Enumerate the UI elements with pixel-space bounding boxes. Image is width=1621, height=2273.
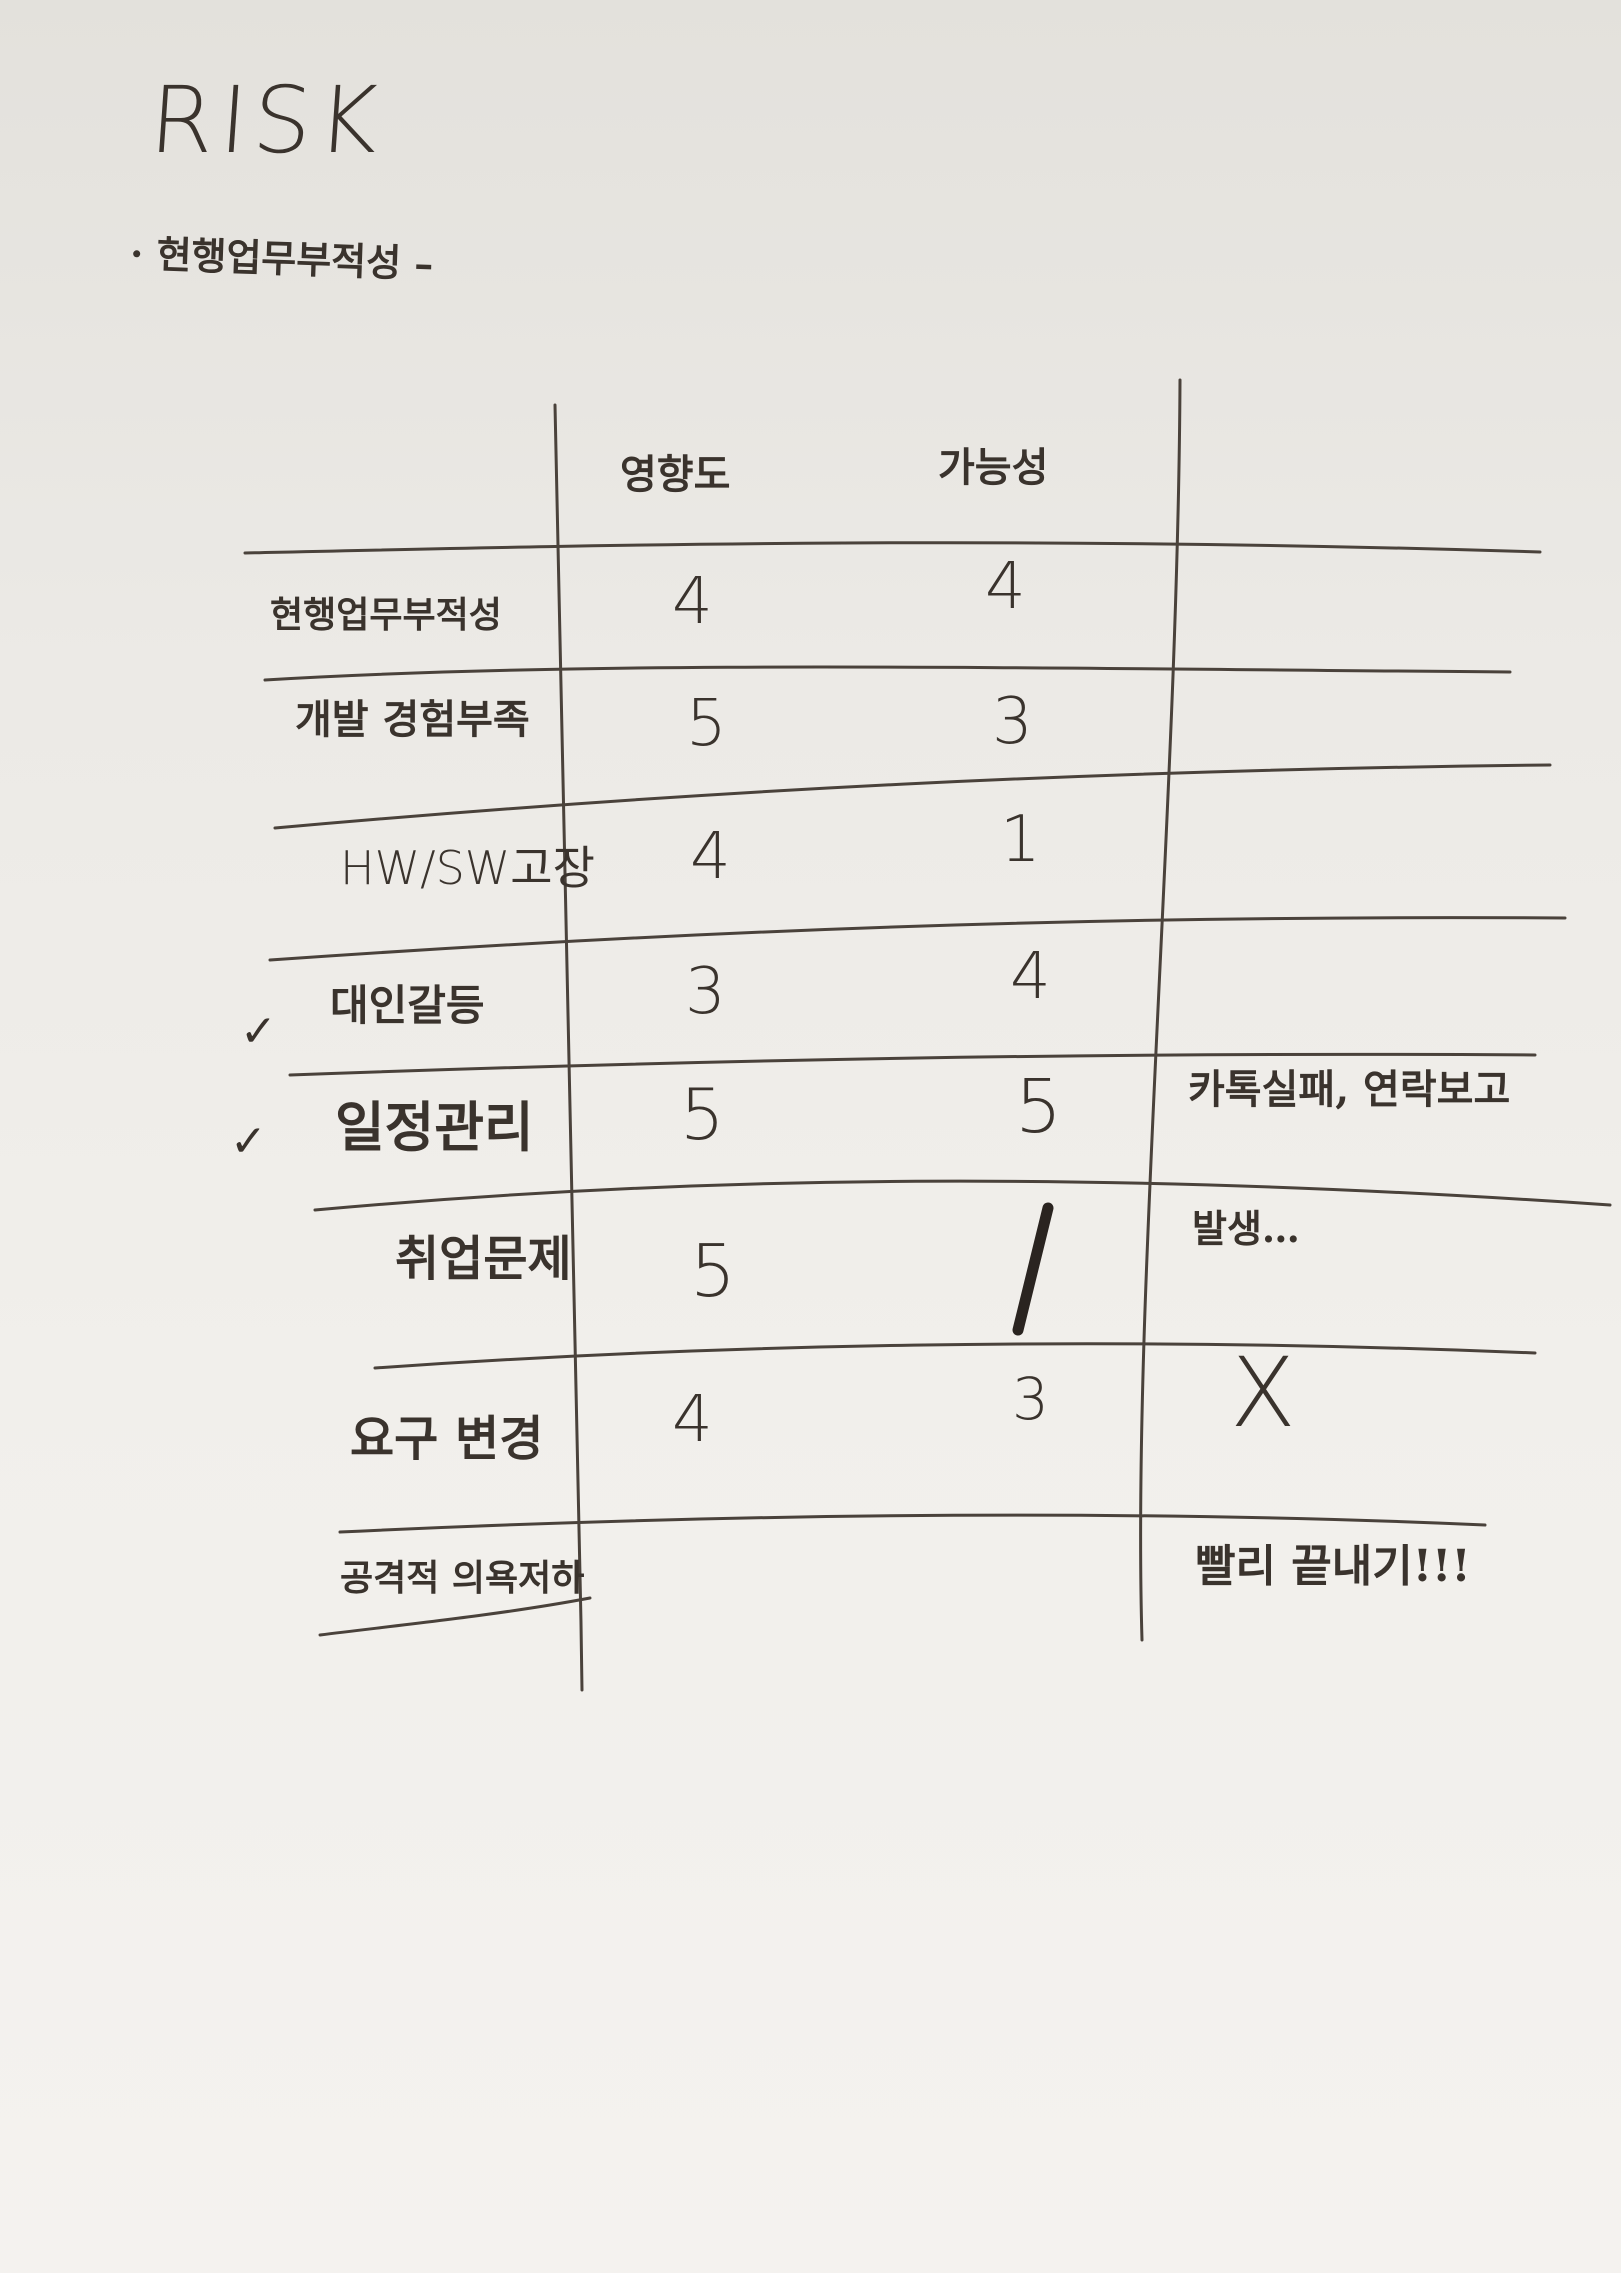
grid-vline-right [1139,378,1182,1642]
probability-value: 4 [985,550,1026,624]
grid-hline-header [243,541,1542,555]
probability-value: 1 [1035,1205,1036,1206]
impact-value: 4 [672,565,713,639]
probability-value: 1 [1000,803,1041,877]
impact-value: 3 [685,955,726,1029]
grid-vline-left [553,403,584,1692]
grid-hline-8 [318,1596,592,1637]
subtitle: · 현행업무부적성 – [129,230,435,287]
impact-value: 5 [686,687,727,761]
col-header-probability: 가능성 [938,444,1049,491]
grid-hline-5 [313,1179,1612,1212]
impact-value: 5 [690,1229,736,1313]
row-label: 취업문제 [395,1231,572,1287]
grid-hline-2 [273,763,1552,830]
row-label: 개발 경험부족 [295,696,530,743]
row-label: HW/SW고장 [340,841,595,895]
row-label: 현행업무부적성 [270,594,502,636]
probability-heavy-stroke [1012,1202,1054,1336]
impact-value: 4 [690,820,731,894]
impact-value: 5 [680,1074,725,1156]
probability-value: 4 [1010,940,1051,1014]
probability-value: 5 [1015,1064,1063,1150]
col-header-impact: 영향도 [620,451,731,498]
check-mark-icon: ✓ [230,1116,267,1167]
row-note: 카톡실패, 연락보고 [1188,1066,1511,1113]
row-label: 요구 변경 [350,1411,544,1467]
row-note: 발생… [1192,1206,1300,1251]
grid-hline-7 [338,1513,1487,1534]
check-mark-icon: ✓ [240,1006,277,1057]
row-note-cross-icon: X [1230,1337,1296,1449]
impact-value: 4 [672,1383,713,1457]
probability-value: 3 [1012,1365,1049,1433]
row-label: 공격적 의욕저하 [340,1557,585,1599]
grid-hline-3 [268,916,1567,962]
page-title: RISK [146,67,388,174]
probability-value: 3 [992,685,1033,759]
grid-hline-6 [373,1342,1537,1370]
row-label: 대인갈등 [330,981,485,1030]
grid-hline-4 [288,1052,1537,1077]
row-note: 빨리 끝내기!!! [1195,1541,1471,1592]
row-label: 일정관리 [335,1095,534,1159]
grid-hline-1 [263,665,1512,682]
